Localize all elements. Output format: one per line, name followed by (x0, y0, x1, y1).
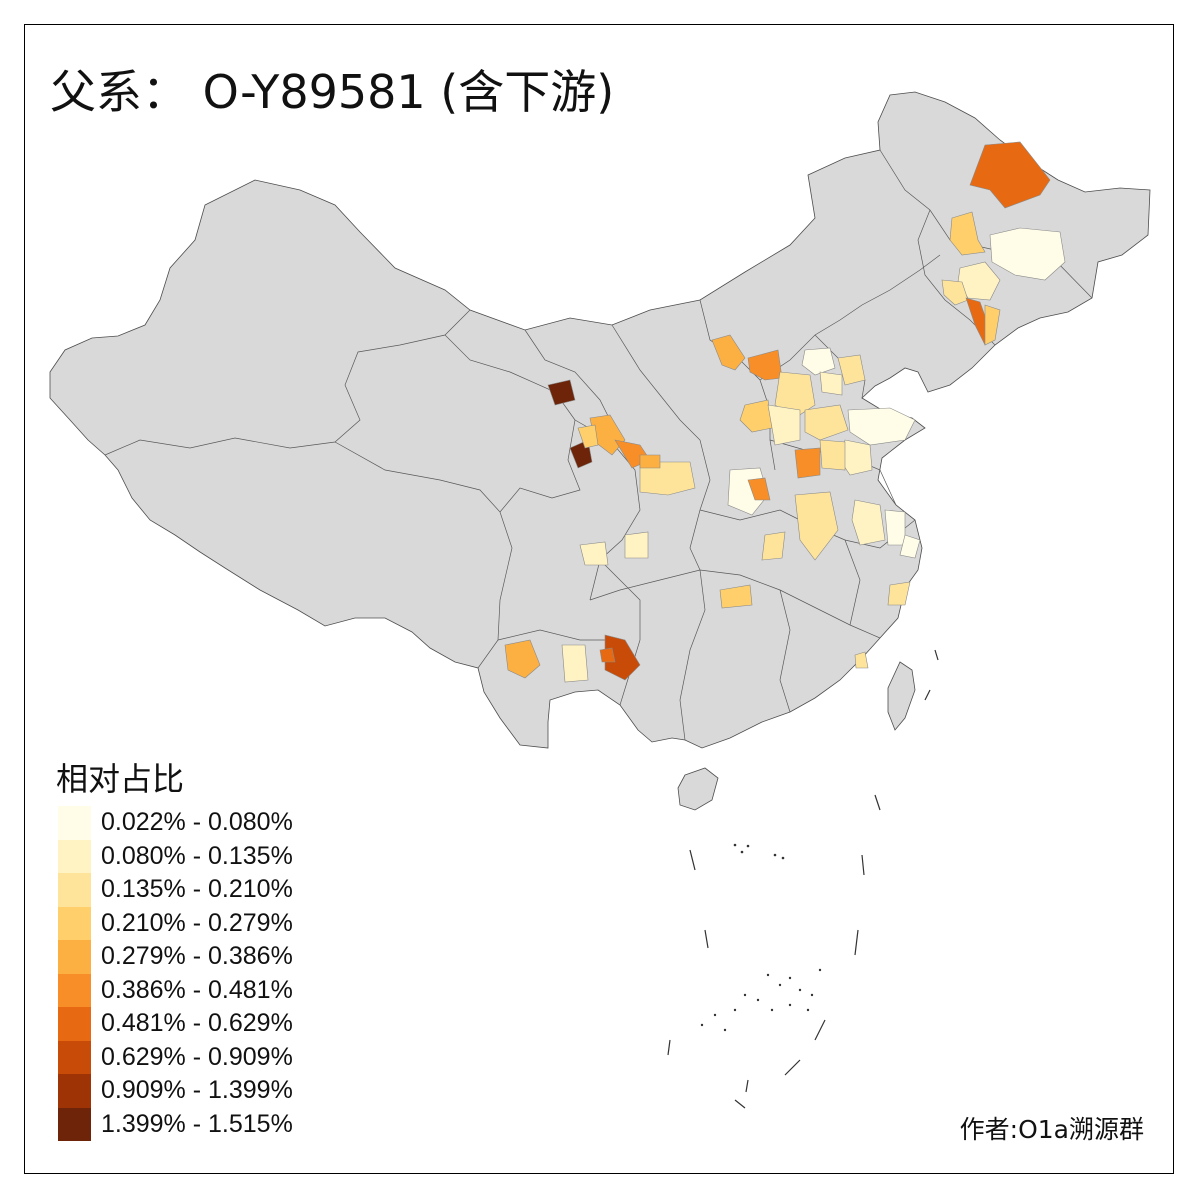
region-yunnan-2 (561, 644, 589, 683)
legend-label: 0.481% - 0.629% (101, 1009, 293, 1038)
map-title: 父系： O-Y89581 (含下游) (50, 65, 615, 119)
region-ningxia-1 (547, 379, 576, 406)
shaded-prefectures (504, 141, 1066, 683)
region-liaoning-2 (984, 304, 1001, 346)
region-sichuan-2 (624, 531, 649, 559)
hainan (677, 767, 719, 811)
legend-label: 0.629% - 0.909% (101, 1042, 293, 1071)
region-anhui-2 (851, 499, 886, 546)
legend-row: 0.135% - 0.210% (58, 873, 293, 907)
legend-swatch (58, 806, 91, 840)
legend-swatch (58, 906, 91, 940)
legend-swatch (58, 839, 91, 873)
legend-swatch (58, 1107, 91, 1141)
south-china-sea-islands (667, 649, 939, 1109)
region-shandong-1 (847, 407, 916, 446)
legend-title: 相对占比 (56, 760, 185, 798)
region-henan-4 (747, 477, 771, 501)
legend-swatch (58, 973, 91, 1007)
legend-row: 0.386% - 0.481% (58, 973, 293, 1007)
region-yunnan-1 (504, 639, 541, 679)
region-hubei-1 (761, 531, 786, 561)
legend-label: 0.022% - 0.080% (101, 808, 293, 837)
region-fujian-1 (854, 651, 869, 669)
legend-label: 0.080% - 0.135% (101, 841, 293, 870)
legend-swatch (58, 1074, 91, 1108)
legend-row: 0.481% - 0.629% (58, 1007, 293, 1041)
region-im-1 (711, 334, 746, 371)
region-zhejiang-1 (887, 581, 911, 606)
legend-label: 0.386% - 0.481% (101, 975, 293, 1004)
legend-row: 0.279% - 0.386% (58, 940, 293, 974)
region-shaanxi-3 (577, 424, 599, 449)
taiwan (887, 661, 916, 731)
region-hebei-2 (837, 354, 866, 386)
legend-swatch (58, 940, 91, 974)
region-shanxi-2 (739, 399, 773, 433)
region-guizhou-1 (719, 584, 753, 609)
legend-label: 1.399% - 1.515% (101, 1109, 293, 1138)
region-jiangsu-1 (884, 509, 906, 546)
region-jilin-2 (941, 279, 969, 306)
scattered-islets (700, 843, 822, 1032)
legend-row: 1.399% - 1.515% (58, 1107, 293, 1141)
legend-row: 0.080% - 0.135% (58, 839, 293, 873)
legend-row: 0.210% - 0.279% (58, 906, 293, 940)
legend-row: 0.022% - 0.080% (58, 806, 293, 840)
legend-label: 0.909% - 1.399% (101, 1076, 293, 1105)
region-heilongjiang-west (949, 211, 986, 256)
legend-swatch (58, 1040, 91, 1074)
region-heilongjiang-north (969, 141, 1051, 209)
region-hebei-1 (801, 347, 836, 376)
region-shaanxi-4 (639, 461, 696, 496)
author-credit: 作者:O1a溯源群 (959, 1115, 1144, 1144)
region-hebei-4 (767, 404, 801, 446)
region-jiangsu-2 (899, 534, 921, 559)
region-sichuan-1 (579, 541, 609, 566)
region-hebei-3 (819, 371, 843, 396)
region-shaanxi-5 (639, 454, 661, 469)
legend-swatch (58, 873, 91, 907)
region-henan-2 (819, 439, 846, 471)
legend-label: 0.210% - 0.279% (101, 908, 293, 937)
region-henan-1 (794, 447, 821, 479)
legend-label: 0.279% - 0.386% (101, 942, 293, 971)
legend-swatch (58, 1007, 91, 1041)
legend: 0.022% - 0.080% 0.080% - 0.135% 0.135% -… (58, 806, 293, 1141)
region-hebei-5 (804, 404, 849, 441)
region-im-2 (747, 349, 783, 381)
region-yunnan-4 (599, 647, 616, 663)
legend-row: 0.629% - 0.909% (58, 1040, 293, 1074)
region-yunnan-3 (604, 634, 641, 681)
region-heilongjiang-central (989, 227, 1066, 281)
region-anhui-1 (794, 491, 839, 561)
legend-label: 0.135% - 0.210% (101, 875, 293, 904)
legend-row: 0.909% - 1.399% (58, 1074, 293, 1108)
